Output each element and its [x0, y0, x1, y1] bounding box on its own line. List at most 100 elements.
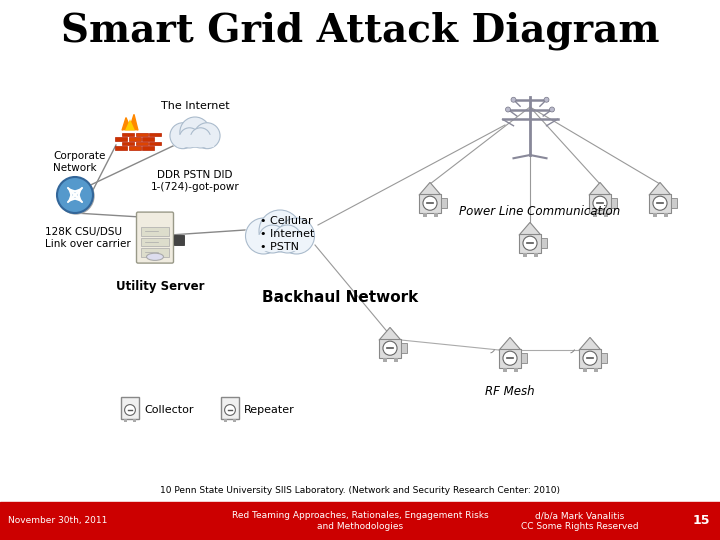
Circle shape	[58, 178, 94, 214]
Polygon shape	[122, 114, 138, 130]
Bar	[664, 213, 667, 217]
Bar	[603, 213, 608, 217]
Circle shape	[258, 225, 287, 253]
Circle shape	[549, 107, 554, 112]
Bar	[124, 419, 127, 422]
Bar	[224, 419, 227, 422]
Bar	[122, 133, 134, 137]
Bar	[499, 349, 521, 368]
Circle shape	[180, 117, 210, 147]
Bar	[115, 137, 127, 141]
Circle shape	[423, 196, 437, 210]
Circle shape	[383, 341, 397, 355]
Polygon shape	[499, 338, 521, 350]
Circle shape	[179, 128, 199, 148]
Bar	[441, 198, 446, 208]
Bar	[652, 213, 657, 217]
Text: Collector: Collector	[144, 405, 194, 415]
Bar	[382, 358, 387, 362]
Polygon shape	[519, 222, 541, 235]
Bar	[115, 146, 127, 150]
Bar	[419, 194, 441, 213]
Bar	[149, 133, 161, 137]
Bar	[519, 234, 541, 253]
Bar	[122, 142, 134, 145]
Text: • Cellular: • Cellular	[260, 216, 312, 226]
Bar	[174, 235, 184, 245]
Polygon shape	[125, 119, 135, 130]
Text: 15: 15	[693, 515, 710, 528]
Bar	[233, 419, 236, 422]
FancyBboxPatch shape	[137, 212, 174, 263]
Text: • PSTN: • PSTN	[260, 242, 299, 252]
Circle shape	[179, 128, 199, 148]
Bar	[133, 419, 136, 422]
Bar	[394, 358, 397, 362]
Bar	[579, 349, 601, 368]
Bar	[611, 198, 616, 208]
Text: DDR PSTN DID
1-(724)-got-powr: DDR PSTN DID 1-(724)-got-powr	[150, 170, 239, 192]
Text: RF Mesh: RF Mesh	[485, 385, 535, 398]
Bar	[541, 238, 546, 248]
Text: Smart Grid Attack Diagram: Smart Grid Attack Diagram	[60, 12, 660, 51]
Text: Utility Server: Utility Server	[116, 280, 204, 293]
Bar	[513, 368, 518, 372]
Bar	[256, 235, 304, 250]
Polygon shape	[419, 183, 441, 195]
Circle shape	[593, 196, 607, 210]
Bar	[141, 227, 168, 235]
Circle shape	[523, 236, 537, 250]
Text: Red Teaming Approaches, Rationales, Engagement Risks
and Methodologies: Red Teaming Approaches, Rationales, Enga…	[232, 511, 488, 531]
Circle shape	[259, 210, 301, 252]
Circle shape	[653, 196, 667, 210]
Text: November 30th, 2011: November 30th, 2011	[8, 516, 107, 525]
Bar	[149, 142, 161, 145]
Bar	[143, 137, 154, 141]
Circle shape	[274, 225, 302, 253]
Text: Backhaul Network: Backhaul Network	[262, 290, 418, 305]
Bar	[423, 213, 426, 217]
Bar	[523, 253, 526, 257]
Text: 128K CSU/DSU
Link over carrier: 128K CSU/DSU Link over carrier	[45, 227, 131, 248]
Circle shape	[279, 218, 315, 254]
Circle shape	[259, 210, 301, 252]
Circle shape	[279, 218, 315, 254]
Polygon shape	[589, 183, 611, 195]
Circle shape	[57, 177, 93, 213]
Bar	[121, 397, 139, 419]
Circle shape	[225, 404, 235, 415]
Circle shape	[125, 404, 135, 415]
Polygon shape	[379, 327, 401, 340]
Circle shape	[180, 117, 210, 147]
Bar	[129, 146, 141, 150]
Polygon shape	[579, 338, 601, 350]
Text: The Internet: The Internet	[161, 101, 229, 111]
Ellipse shape	[146, 253, 163, 260]
Bar	[521, 353, 526, 363]
Bar	[503, 368, 506, 372]
Bar	[177, 135, 212, 146]
Text: Repeater: Repeater	[244, 405, 294, 415]
Circle shape	[258, 225, 287, 253]
Circle shape	[190, 128, 210, 148]
Circle shape	[505, 107, 510, 112]
Bar	[582, 368, 587, 372]
Circle shape	[544, 97, 549, 102]
Bar	[649, 194, 671, 213]
Circle shape	[274, 225, 302, 253]
Text: 10 Penn State University SIIS Laboratory. (Network and Security Research Center:: 10 Penn State University SIIS Laboratory…	[160, 486, 560, 495]
Circle shape	[170, 123, 196, 148]
Text: Corporate
Network: Corporate Network	[53, 151, 105, 173]
Circle shape	[583, 351, 597, 365]
Bar	[593, 368, 598, 372]
Bar	[143, 146, 154, 150]
Bar	[379, 339, 401, 358]
Bar	[221, 397, 239, 419]
Circle shape	[503, 351, 517, 365]
Circle shape	[246, 218, 282, 254]
Circle shape	[194, 123, 220, 148]
Polygon shape	[649, 183, 671, 195]
Bar	[401, 343, 407, 353]
Circle shape	[194, 123, 220, 148]
Text: • Internet: • Internet	[260, 229, 315, 239]
